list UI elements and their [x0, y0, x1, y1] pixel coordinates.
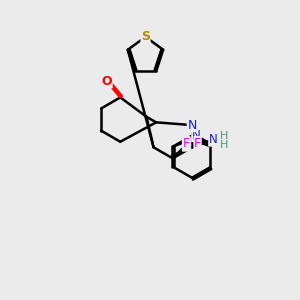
Text: S: S	[141, 30, 150, 44]
Text: C: C	[182, 138, 191, 151]
Text: F: F	[183, 137, 190, 150]
Text: O: O	[101, 75, 112, 88]
Text: N: N	[192, 128, 200, 142]
Text: H: H	[219, 140, 228, 150]
Text: H: H	[219, 131, 228, 141]
Text: N: N	[187, 118, 196, 132]
Text: F: F	[194, 137, 201, 150]
Text: N: N	[209, 133, 218, 146]
